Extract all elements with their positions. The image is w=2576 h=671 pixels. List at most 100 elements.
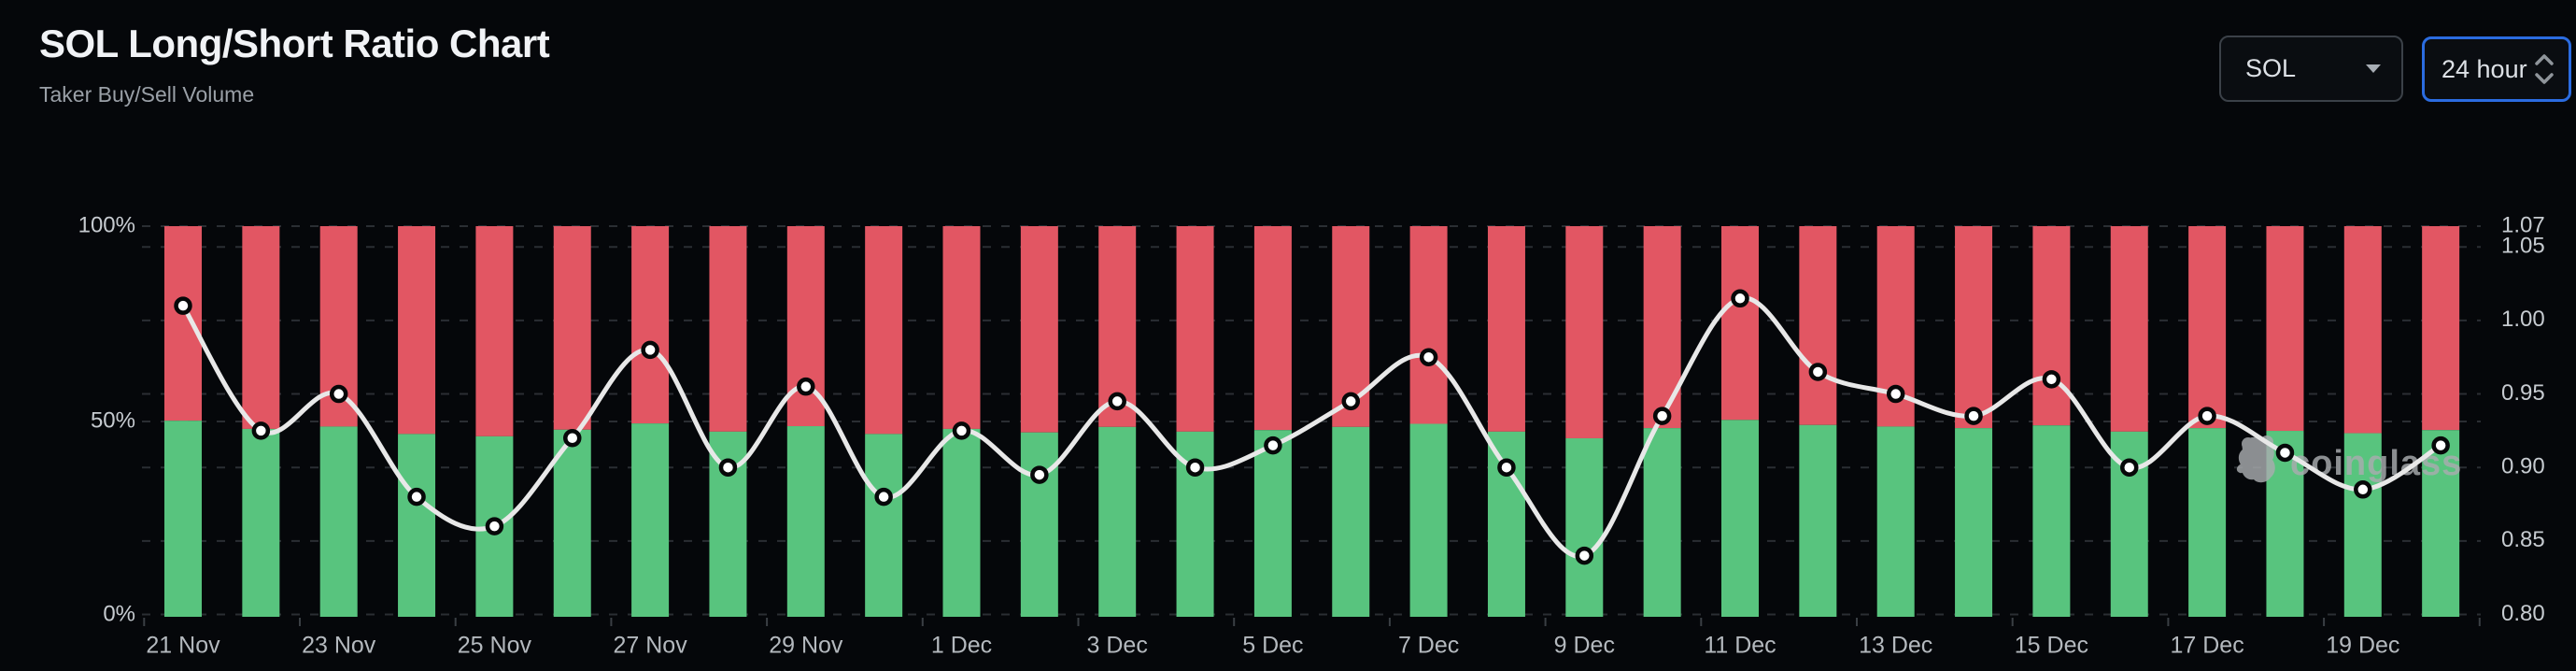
- data-point: [1030, 465, 1049, 484]
- buy-bar: [865, 434, 903, 617]
- ratio-line: [180, 295, 2443, 559]
- buy-bar: [1955, 428, 1993, 617]
- buy-bar: [2422, 430, 2460, 617]
- data-point: [797, 377, 815, 396]
- data-point: [485, 517, 504, 535]
- sell-bar: [164, 226, 202, 421]
- sell-bar: [2188, 226, 2227, 429]
- data-point: [2431, 435, 2450, 455]
- data-point: [641, 340, 659, 360]
- axis-labels-layer: 100% 50% 0% 1.071.05 1.00 0.95 0.90 0.85 0.80 21 …: [78, 212, 2545, 658]
- sell-bar: [709, 226, 747, 432]
- sell-bar: [2032, 226, 2071, 426]
- buy-bar: [2032, 425, 2071, 617]
- buy-bar: [1876, 426, 1915, 617]
- axis-label: 1 Dec: [931, 633, 992, 659]
- interval-select-value: 24 hour: [2442, 54, 2527, 83]
- data-point: [1419, 348, 1438, 366]
- sell-bar: [1565, 226, 1604, 438]
- symbol-select-value: SOL: [2245, 54, 2297, 82]
- sell-bar: [1643, 226, 1681, 429]
- axis-label: 100%: [78, 212, 135, 237]
- sell-bar: [242, 226, 280, 429]
- buy-bar: [1098, 426, 1137, 617]
- sell-bar: [1409, 226, 1448, 424]
- buy-bar: [1332, 426, 1370, 617]
- sell-bar: [1020, 226, 1058, 433]
- interval-select[interactable]: 24 hour: [2422, 36, 2571, 102]
- data-point: [1264, 435, 1282, 455]
- axis-label: 0.85: [2501, 527, 2545, 552]
- sell-bar: [398, 226, 436, 435]
- buy-bar: [942, 428, 981, 617]
- buy-bar: [786, 426, 825, 617]
- buy-bar: [1799, 424, 1837, 617]
- axis-label: 13 Dec: [1859, 633, 1932, 659]
- buy-bar: [2188, 428, 2227, 617]
- sell-bar: [1721, 226, 1759, 421]
- data-point: [329, 384, 348, 404]
- buy-bar: [1020, 432, 1058, 617]
- data-point: [1652, 407, 1672, 425]
- buy-bar: [319, 426, 358, 617]
- buy-bar: [631, 423, 670, 617]
- ratio-line-layer: [180, 295, 2443, 559]
- axis-label: 1.00: [2501, 307, 2545, 332]
- buy-bar: [398, 434, 436, 617]
- data-point: [1808, 363, 1828, 381]
- axis-label: 21 Nov: [146, 633, 220, 659]
- sell-bar: [1253, 226, 1292, 431]
- sell-bar: [1176, 226, 1214, 432]
- sell-bar: [2343, 226, 2382, 434]
- data-point: [1497, 458, 1516, 477]
- axis-label: 7 Dec: [1398, 633, 1459, 659]
- buy-bar: [2343, 433, 2382, 617]
- buy-bar: [1253, 430, 1292, 617]
- data-point: [1886, 384, 1905, 404]
- axis-label: 15 Dec: [2015, 633, 2088, 659]
- sell-bar: [2422, 226, 2460, 431]
- axis-label: 9 Dec: [1554, 633, 1615, 659]
- ratio-points-layer: [174, 289, 2450, 565]
- data-point: [1575, 546, 1594, 565]
- axis-label: 0%: [103, 601, 135, 626]
- spinner-updown-icon: [2533, 50, 2555, 88]
- axis-label: 0.80: [2501, 601, 2545, 626]
- data-point: [718, 458, 738, 477]
- axis-label: 19 Dec: [2326, 633, 2399, 659]
- sell-bar: [1799, 226, 1837, 425]
- symbol-select[interactable]: SOL: [2219, 36, 2403, 102]
- page-subtitle: Taker Buy/Sell Volume: [39, 82, 255, 107]
- data-point: [1108, 392, 1126, 411]
- sell-bar: [865, 226, 903, 435]
- data-point: [2120, 458, 2139, 477]
- chevron-down-icon: [2366, 64, 2381, 73]
- axis-label: 50%: [91, 407, 135, 433]
- buy-bar: [242, 428, 280, 617]
- axis-label: 25 Nov: [458, 633, 532, 659]
- axis-label: 1.07: [2501, 212, 2545, 237]
- data-point: [563, 428, 582, 448]
- axis-label: 17 Dec: [2170, 633, 2243, 659]
- buy-bar: [164, 421, 202, 617]
- axis-label: 3 Dec: [1087, 633, 1148, 659]
- bars-layer: [164, 226, 2460, 617]
- buy-bar: [1409, 423, 1448, 617]
- axis-label: 5 Dec: [1242, 633, 1303, 659]
- axis-label: 11 Dec: [1704, 633, 1776, 659]
- buy-bar: [1643, 428, 1681, 617]
- data-point: [1964, 407, 1983, 425]
- sell-bar: [2266, 226, 2304, 432]
- sell-bar: [942, 226, 981, 429]
- axis-label: 0.90: [2501, 454, 2545, 479]
- data-point: [874, 487, 893, 507]
- sell-bar: [2110, 226, 2148, 432]
- axis-label: 1.05: [2501, 234, 2545, 259]
- sell-bar: [631, 226, 670, 424]
- sell-bar: [475, 226, 514, 436]
- data-point: [1341, 392, 1360, 411]
- data-point: [2042, 370, 2061, 389]
- axis-label: 0.95: [2501, 380, 2545, 406]
